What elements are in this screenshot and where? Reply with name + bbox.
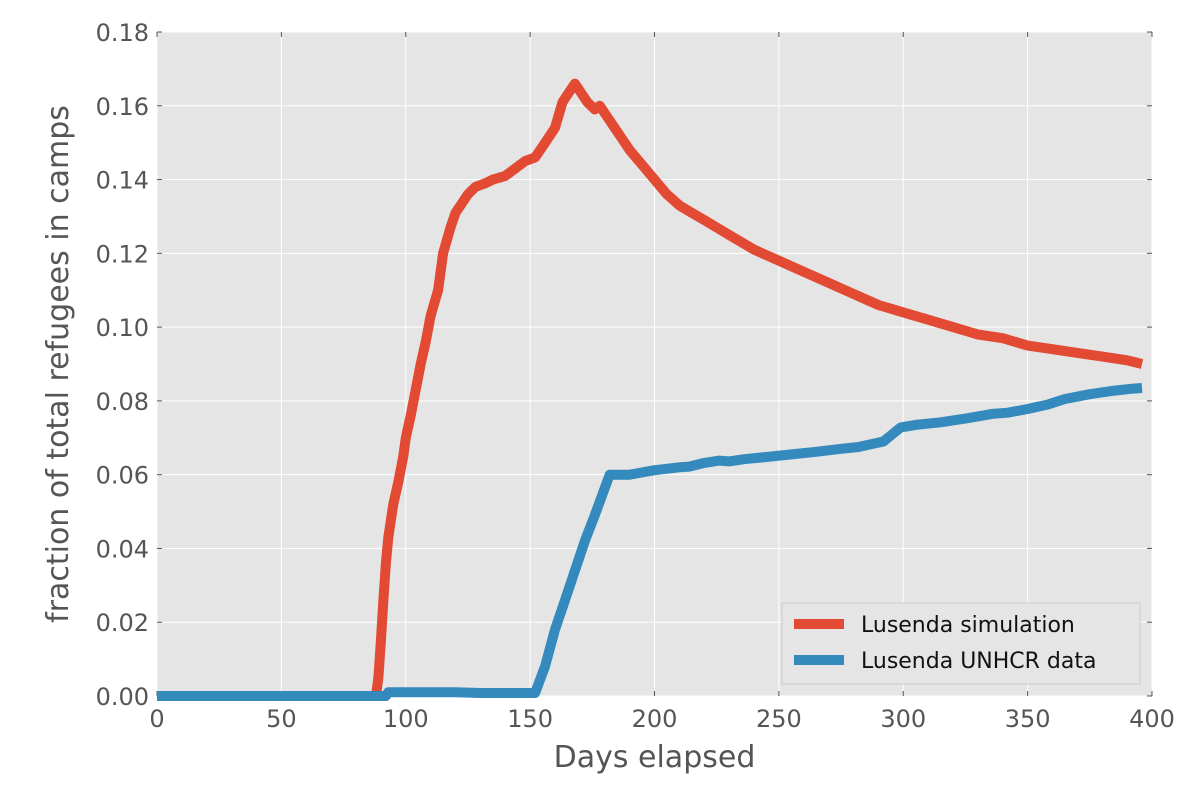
x-tick-label: 300 xyxy=(880,705,926,733)
y-tick-label: 0.06 xyxy=(96,462,149,490)
x-tick-label: 400 xyxy=(1129,705,1175,733)
series-lines xyxy=(157,78,1144,701)
y-tick-label: 0.02 xyxy=(96,609,149,637)
series-line-0 xyxy=(157,78,1144,701)
tick-labels: 0 50 100 150 200 250 300 350 400 0.00 0.02 0.04 0.06… xyxy=(96,19,1175,733)
legend-label-unhcr: Lusenda UNHCR data xyxy=(861,649,1097,674)
x-axis-title: Days elapsed xyxy=(554,740,756,775)
x-tick-label: 100 xyxy=(383,705,429,733)
y-tick-label: 0.00 xyxy=(96,683,149,711)
y-tick-label: 0.18 xyxy=(96,19,149,47)
x-tick-label: 0 xyxy=(149,705,164,733)
x-tick-label: 150 xyxy=(507,705,553,733)
x-tick-label: 50 xyxy=(266,705,297,733)
legend: Lusenda simulation Lusenda UNHCR data xyxy=(781,602,1141,685)
x-tick-label: 350 xyxy=(1005,705,1051,733)
y-tick-label: 0.04 xyxy=(96,535,149,563)
y-tick-label: 0.16 xyxy=(96,93,149,121)
y-tick-label: 0.10 xyxy=(96,314,149,342)
y-tick-label: 0.08 xyxy=(96,388,149,416)
y-tick-label: 0.12 xyxy=(96,240,149,268)
legend-box xyxy=(781,602,1141,685)
x-tick-label: 250 xyxy=(756,705,802,733)
y-axis-title: fraction of total refugees in camps xyxy=(41,105,76,623)
y-tick-label: 0.14 xyxy=(96,167,149,195)
legend-label-simulation: Lusenda simulation xyxy=(861,613,1075,638)
x-tick-label: 200 xyxy=(632,705,678,733)
series-line-1 xyxy=(157,383,1143,701)
